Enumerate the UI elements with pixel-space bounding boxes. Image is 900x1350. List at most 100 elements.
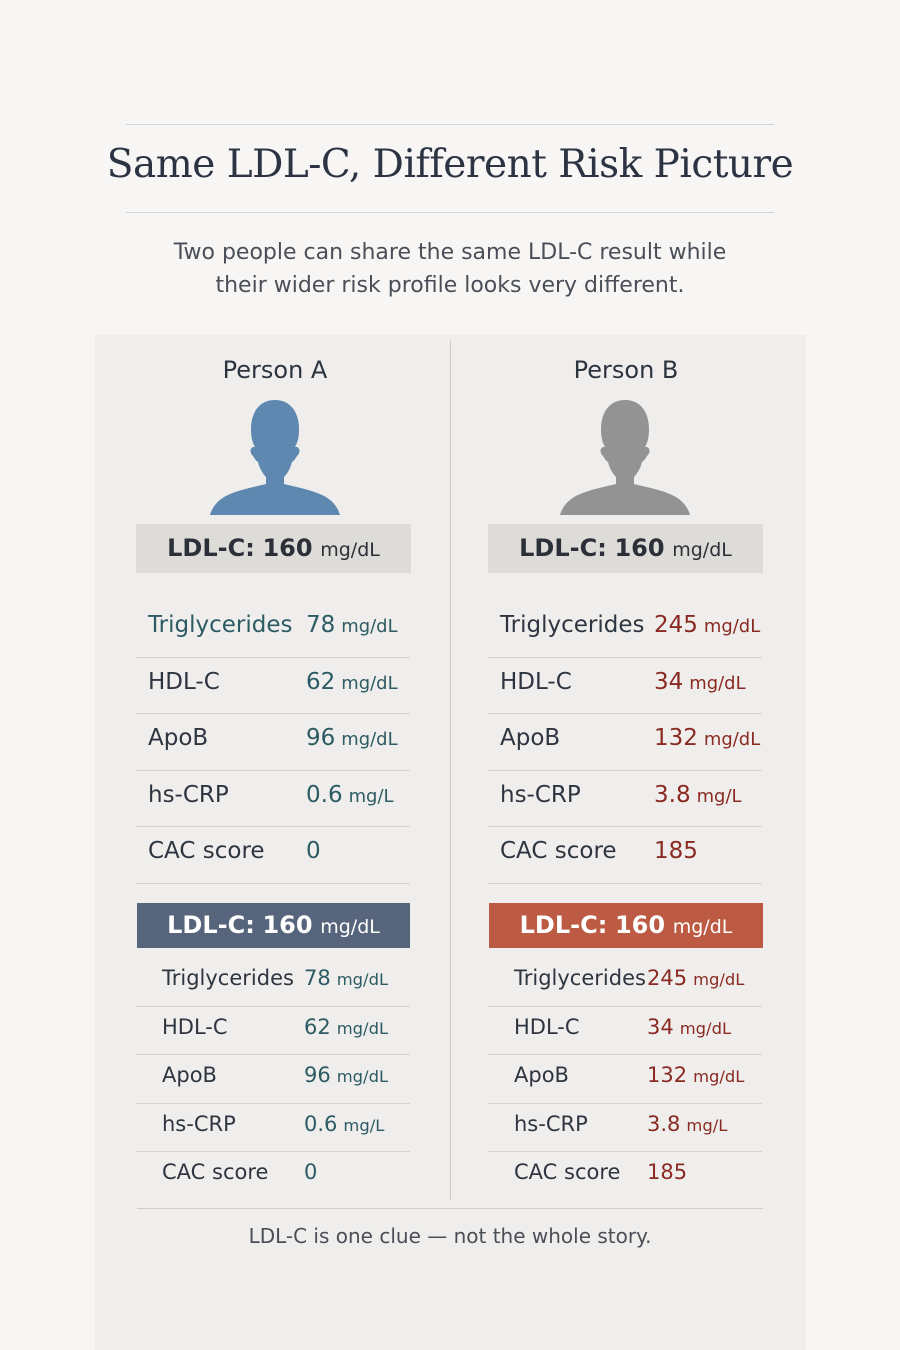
marker-label: CAC score <box>514 1160 621 1184</box>
marker-label: HDL-C <box>148 668 220 695</box>
marker-row: HDL-C 62 mg/dL <box>136 1006 410 1055</box>
marker-value: 78 mg/dL <box>306 612 398 638</box>
marker-label: Triglycerides <box>162 966 294 990</box>
marker-row: Triglycerides 245 mg/dL <box>488 957 762 1007</box>
title-underline <box>126 212 774 213</box>
marker-row: hs-CRP 0.6 mg/L <box>136 770 410 827</box>
person-b-ldl-box: LDL-C: 160 mg/dL <box>488 524 763 573</box>
subtitle-line-2: their wider risk profile looks very diff… <box>215 273 685 298</box>
marker-unit: mg/dL <box>336 1018 389 1038</box>
person-b-ldl-box-highlight: LDL-C: 160 mg/dL <box>489 903 763 948</box>
marker-number: 34 <box>654 668 684 695</box>
top-rule <box>126 124 774 125</box>
marker-row: Triglycerides 78 mg/dL <box>136 600 410 658</box>
marker-value: 185 <box>654 838 704 864</box>
marker-row: hs-CRP 3.8 mg/L <box>488 1103 762 1152</box>
marker-number: 0.6 <box>306 781 343 808</box>
marker-value: 245 mg/dL <box>654 612 760 638</box>
ldl-label: LDL-C: <box>167 911 255 939</box>
marker-label: hs-CRP <box>162 1111 236 1136</box>
marker-unit: mg/L <box>348 785 394 807</box>
marker-row: ApoB 96 mg/dL <box>136 1054 410 1104</box>
ldl-label: LDL-C: <box>519 534 607 562</box>
page-title: Same LDL-C, Different Risk Picture <box>106 142 794 187</box>
marker-row: Triglycerides 78 mg/dL <box>136 957 410 1007</box>
marker-unit: mg/dL <box>341 729 398 750</box>
marker-number: 96 <box>306 725 336 751</box>
marker-value: 96 mg/dL <box>306 725 398 751</box>
marker-number: 185 <box>647 1160 688 1184</box>
marker-value: 0 <box>304 1160 323 1184</box>
marker-value: 132 mg/dL <box>654 725 760 751</box>
marker-number: 0 <box>306 838 321 864</box>
marker-row: ApoB 132 mg/dL <box>488 713 762 771</box>
marker-number: 245 <box>647 966 688 990</box>
marker-unit: mg/dL <box>679 1018 732 1038</box>
marker-value: 62 mg/dL <box>304 1015 388 1039</box>
marker-number: 62 <box>306 668 336 695</box>
marker-unit: mg/dL <box>693 970 745 989</box>
marker-value: 34 mg/dL <box>647 1015 731 1039</box>
marker-number: 3.8 <box>647 1111 681 1136</box>
marker-row: HDL-C 34 mg/dL <box>488 657 762 714</box>
marker-label: HDL-C <box>500 668 572 695</box>
marker-label: HDL-C <box>514 1014 580 1039</box>
marker-number: 132 <box>647 1063 688 1087</box>
marker-number: 185 <box>654 838 698 864</box>
marker-value: 0.6 mg/L <box>306 782 393 808</box>
marker-value: 3.8 mg/L <box>647 1112 727 1136</box>
marker-label: ApoB <box>500 725 561 751</box>
marker-value: 3.8 mg/L <box>654 782 741 808</box>
ldl-unit: mg/dL <box>320 916 380 938</box>
marker-number: 78 <box>306 612 336 638</box>
person-b-name: Person B <box>573 356 679 384</box>
marker-number: 62 <box>304 1014 331 1039</box>
marker-label: hs-CRP <box>514 1111 588 1136</box>
marker-label: hs-CRP <box>148 781 229 808</box>
person-silhouette-icon <box>210 400 340 515</box>
marker-label: hs-CRP <box>500 781 581 808</box>
ldl-unit: mg/dL <box>672 916 733 938</box>
subtitle: Two people can share the same LDL-C resu… <box>150 236 750 302</box>
marker-unit: mg/dL <box>703 616 761 637</box>
marker-number: 245 <box>654 612 698 638</box>
marker-label: CAC score <box>148 838 265 864</box>
marker-label: Triglycerides <box>514 966 646 990</box>
marker-unit: mg/dL <box>689 672 746 694</box>
marker-unit: mg/dL <box>341 616 398 637</box>
marker-label: ApoB <box>148 725 209 751</box>
ldl-unit: mg/dL <box>672 539 732 561</box>
marker-row: hs-CRP 3.8 mg/L <box>488 770 762 827</box>
marker-value: 34 mg/dL <box>654 669 746 695</box>
column-divider <box>450 340 451 1200</box>
marker-value: 62 mg/dL <box>306 669 398 695</box>
marker-label: Triglycerides <box>148 612 293 638</box>
marker-unit: mg/L <box>343 1115 385 1135</box>
ldl-value: 160 <box>614 911 666 939</box>
marker-unit: mg/L <box>686 1115 728 1135</box>
marker-value: 0 <box>306 838 327 864</box>
marker-row: HDL-C 34 mg/dL <box>488 1006 762 1055</box>
ldl-value: 160 <box>614 534 665 562</box>
marker-number: 3.8 <box>654 781 691 808</box>
ldl-label: LDL-C: <box>167 534 255 562</box>
marker-number: 78 <box>304 966 331 990</box>
marker-label: HDL-C <box>162 1014 228 1039</box>
person-a-ldl-box: LDL-C: 160 mg/dL <box>136 524 411 573</box>
marker-value: 132 mg/dL <box>647 1063 744 1087</box>
ldl-value: 160 <box>262 911 313 939</box>
marker-value: 0.6 mg/L <box>304 1112 384 1136</box>
person-a-ldl-box-highlight: LDL-C: 160 mg/dL <box>137 903 410 948</box>
marker-number: 0 <box>304 1160 318 1184</box>
marker-unit: mg/dL <box>336 1067 389 1086</box>
ldl-label: LDL-C: <box>519 911 608 939</box>
marker-label: CAC score <box>162 1160 269 1184</box>
marker-value: 78 mg/dL <box>304 966 388 990</box>
marker-row: Triglycerides 245 mg/dL <box>488 600 762 658</box>
marker-row: hs-CRP 0.6 mg/L <box>136 1103 410 1152</box>
marker-row: CAC score 185 <box>488 826 762 884</box>
marker-unit: mg/L <box>696 785 742 807</box>
person-a-name: Person A <box>222 356 328 384</box>
marker-unit: mg/dL <box>693 1067 745 1086</box>
marker-row: HDL-C 62 mg/dL <box>136 657 410 714</box>
